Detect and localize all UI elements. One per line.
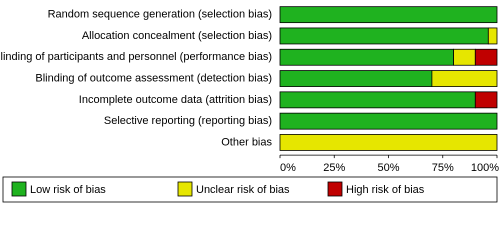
chart: Random sequence generation (selection bi… xyxy=(0,6,499,203)
category-label: Random sequence generation (selection bi… xyxy=(48,9,272,21)
legend-label: High risk of bias xyxy=(346,184,425,196)
x-tick-label: 50% xyxy=(377,162,399,174)
category-label: Selective reporting (reporting bias) xyxy=(104,115,272,127)
legend-swatch xyxy=(11,181,27,197)
x-tick-label: 25% xyxy=(323,162,345,174)
category-label: Other bias xyxy=(221,136,272,148)
x-tick-label: 100% xyxy=(471,162,499,174)
bar-segment xyxy=(487,27,498,45)
bar-segment xyxy=(431,70,498,87)
legend-label: Unclear risk of bias xyxy=(196,184,290,196)
bar-segment xyxy=(279,91,476,109)
bar-segment xyxy=(279,6,498,24)
bar-segment xyxy=(279,112,498,130)
bar-segment xyxy=(474,91,498,109)
legend-label: Low risk of bias xyxy=(30,184,106,196)
category-label: Incomplete outcome data (attrition bias) xyxy=(79,94,272,106)
bar-segment xyxy=(279,134,498,151)
bar-segment xyxy=(474,48,498,66)
x-tick-label: 0% xyxy=(280,162,296,174)
legend-swatch xyxy=(177,181,193,197)
bar-segment xyxy=(279,27,489,45)
bar-segment xyxy=(279,48,455,66)
x-tick-label: 75% xyxy=(432,162,454,174)
legend-swatch xyxy=(327,181,343,197)
legend-box xyxy=(2,176,498,203)
category-label: Blinding of participants and personnel (… xyxy=(0,51,272,63)
category-label: Allocation concealment (selection bias) xyxy=(82,30,272,42)
bar-segment xyxy=(279,70,433,87)
category-label: Blinding of outcome assessment (detectio… xyxy=(35,72,272,84)
bar-segment xyxy=(453,48,476,66)
